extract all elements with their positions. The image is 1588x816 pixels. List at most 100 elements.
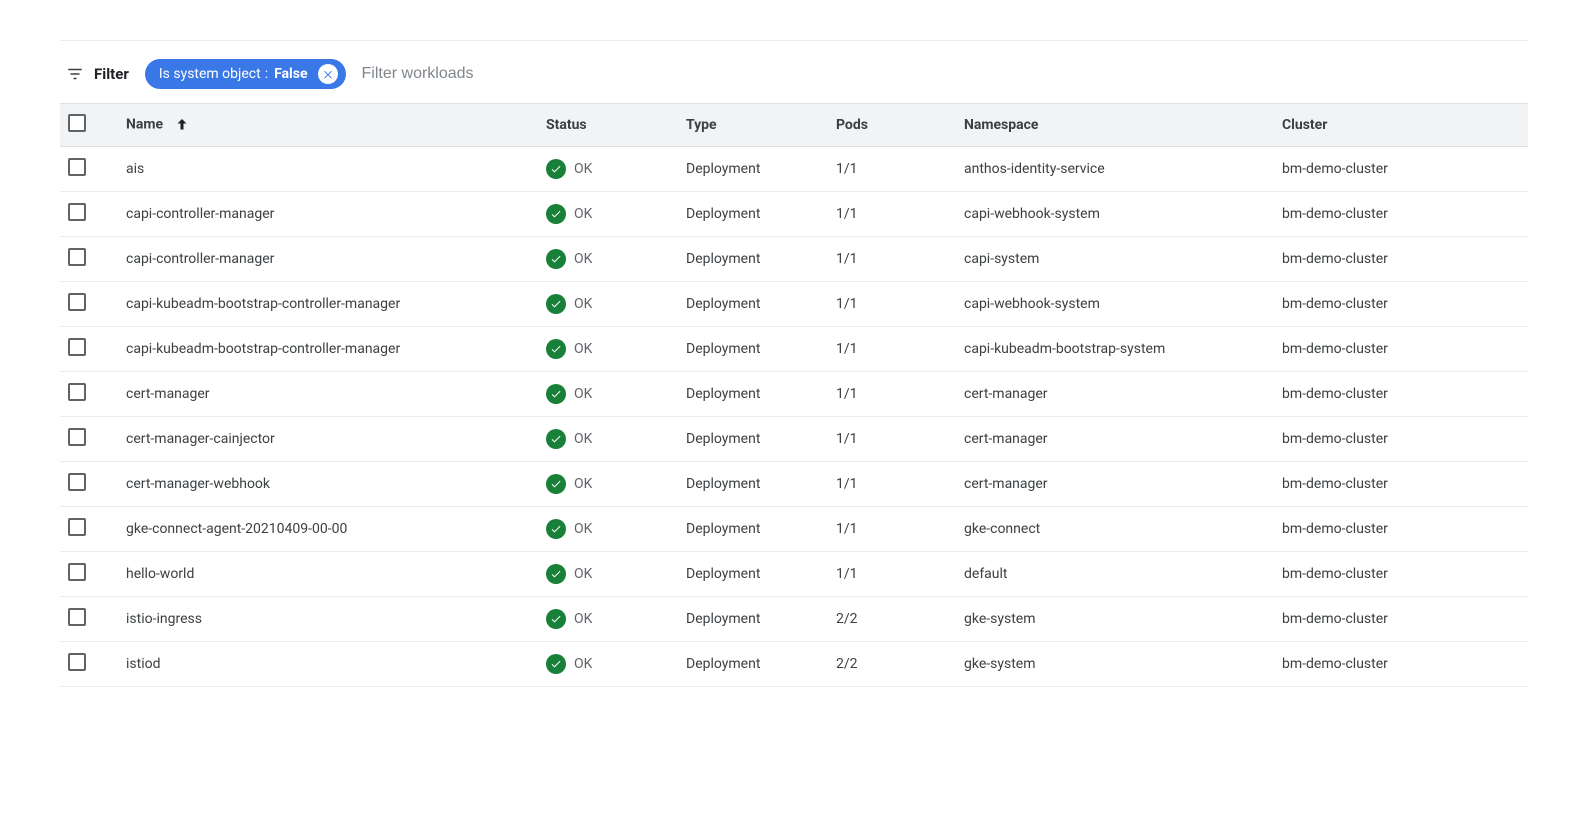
cell-cluster: bm-demo-cluster [1274,417,1528,462]
row-checkbox-cell [60,417,118,462]
table-row[interactable]: aisOKDeployment1/1anthos-identity-servic… [60,147,1528,192]
row-checkbox[interactable] [68,563,86,581]
cell-name[interactable]: hello-world [118,552,538,597]
cell-type: Deployment [678,237,828,282]
table-header-row: Name Status Type Pods Namespace Cluster [60,104,1528,147]
table-row[interactable]: cert-manager-cainjectorOKDeployment1/1ce… [60,417,1528,462]
cell-type: Deployment [678,597,828,642]
row-checkbox-cell [60,642,118,687]
cell-name[interactable]: cert-manager [118,372,538,417]
status-text: OK [574,251,592,267]
cell-cluster: bm-demo-cluster [1274,237,1528,282]
cell-status: OK [538,147,678,192]
cell-pods: 1/1 [828,462,956,507]
row-checkbox[interactable] [68,158,86,176]
row-checkbox[interactable] [68,338,86,356]
status-ok-icon [546,564,566,584]
cell-namespace: capi-webhook-system [956,192,1274,237]
cell-name[interactable]: ais [118,147,538,192]
cell-name[interactable]: istio-ingress [118,597,538,642]
cell-namespace: gke-system [956,642,1274,687]
cell-name[interactable]: istiod [118,642,538,687]
cell-namespace: default [956,552,1274,597]
row-checkbox[interactable] [68,653,86,671]
cell-name[interactable]: capi-controller-manager [118,237,538,282]
cell-type: Deployment [678,372,828,417]
table-row[interactable]: capi-kubeadm-bootstrap-controller-manage… [60,282,1528,327]
cell-cluster: bm-demo-cluster [1274,642,1528,687]
row-checkbox[interactable] [68,608,86,626]
cell-type: Deployment [678,282,828,327]
status-text: OK [574,161,592,177]
cell-cluster: bm-demo-cluster [1274,282,1528,327]
row-checkbox-cell [60,462,118,507]
cell-namespace: cert-manager [956,417,1274,462]
cell-cluster: bm-demo-cluster [1274,597,1528,642]
cell-status: OK [538,507,678,552]
row-checkbox[interactable] [68,473,86,491]
cell-pods: 1/1 [828,282,956,327]
workloads-page: Filter Is system object : False Name [0,0,1588,687]
cell-name[interactable]: capi-kubeadm-bootstrap-controller-manage… [118,282,538,327]
column-header-status-label: Status [546,117,587,133]
row-checkbox[interactable] [68,248,86,266]
row-checkbox[interactable] [68,293,86,311]
status-text: OK [574,296,592,312]
status-ok-icon [546,519,566,539]
cell-pods: 1/1 [828,192,956,237]
table-row[interactable]: gke-connect-agent-20210409-00-00OKDeploy… [60,507,1528,552]
column-header-type[interactable]: Type [678,104,828,147]
cell-type: Deployment [678,327,828,372]
cell-cluster: bm-demo-cluster [1274,507,1528,552]
column-header-status[interactable]: Status [538,104,678,147]
table-row[interactable]: hello-worldOKDeployment1/1defaultbm-demo… [60,552,1528,597]
column-header-name-label: Name [126,117,163,133]
cell-status: OK [538,327,678,372]
filter-chip-is-system-object[interactable]: Is system object : False [145,59,346,89]
filter-list-icon[interactable] [66,65,84,83]
cell-namespace: capi-webhook-system [956,282,1274,327]
cell-type: Deployment [678,147,828,192]
chip-close-icon[interactable] [318,64,338,84]
status-text: OK [574,521,592,537]
filter-input[interactable] [362,61,1528,87]
column-header-pods[interactable]: Pods [828,104,956,147]
status-text: OK [574,431,592,447]
row-checkbox-cell [60,327,118,372]
cell-pods: 1/1 [828,237,956,282]
row-checkbox-cell [60,237,118,282]
column-header-namespace[interactable]: Namespace [956,104,1274,147]
row-checkbox[interactable] [68,203,86,221]
row-checkbox[interactable] [68,518,86,536]
header-checkbox-cell [60,104,118,147]
status-ok-icon [546,429,566,449]
select-all-checkbox[interactable] [68,114,86,132]
table-row[interactable]: cert-managerOKDeployment1/1cert-managerb… [60,372,1528,417]
table-row[interactable]: capi-kubeadm-bootstrap-controller-manage… [60,327,1528,372]
column-header-cluster[interactable]: Cluster [1274,104,1528,147]
row-checkbox-cell [60,552,118,597]
table-row[interactable]: istio-ingressOKDeployment2/2gke-systembm… [60,597,1528,642]
cell-name[interactable]: capi-controller-manager [118,192,538,237]
cell-type: Deployment [678,552,828,597]
status-text: OK [574,341,592,357]
row-checkbox-cell [60,507,118,552]
table-row[interactable]: istiodOKDeployment2/2gke-systembm-demo-c… [60,642,1528,687]
column-header-type-label: Type [686,117,717,133]
status-text: OK [574,206,592,222]
cell-name[interactable]: cert-manager-cainjector [118,417,538,462]
cell-status: OK [538,597,678,642]
table-row[interactable]: capi-controller-managerOKDeployment1/1ca… [60,192,1528,237]
column-header-name[interactable]: Name [118,104,538,147]
cell-status: OK [538,642,678,687]
cell-name[interactable]: gke-connect-agent-20210409-00-00 [118,507,538,552]
table-row[interactable]: cert-manager-webhookOKDeployment1/1cert-… [60,462,1528,507]
table-row[interactable]: capi-controller-managerOKDeployment1/1ca… [60,237,1528,282]
cell-status: OK [538,192,678,237]
cell-name[interactable]: capi-kubeadm-bootstrap-controller-manage… [118,327,538,372]
row-checkbox[interactable] [68,383,86,401]
cell-status: OK [538,372,678,417]
row-checkbox[interactable] [68,428,86,446]
cell-namespace: anthos-identity-service [956,147,1274,192]
cell-name[interactable]: cert-manager-webhook [118,462,538,507]
